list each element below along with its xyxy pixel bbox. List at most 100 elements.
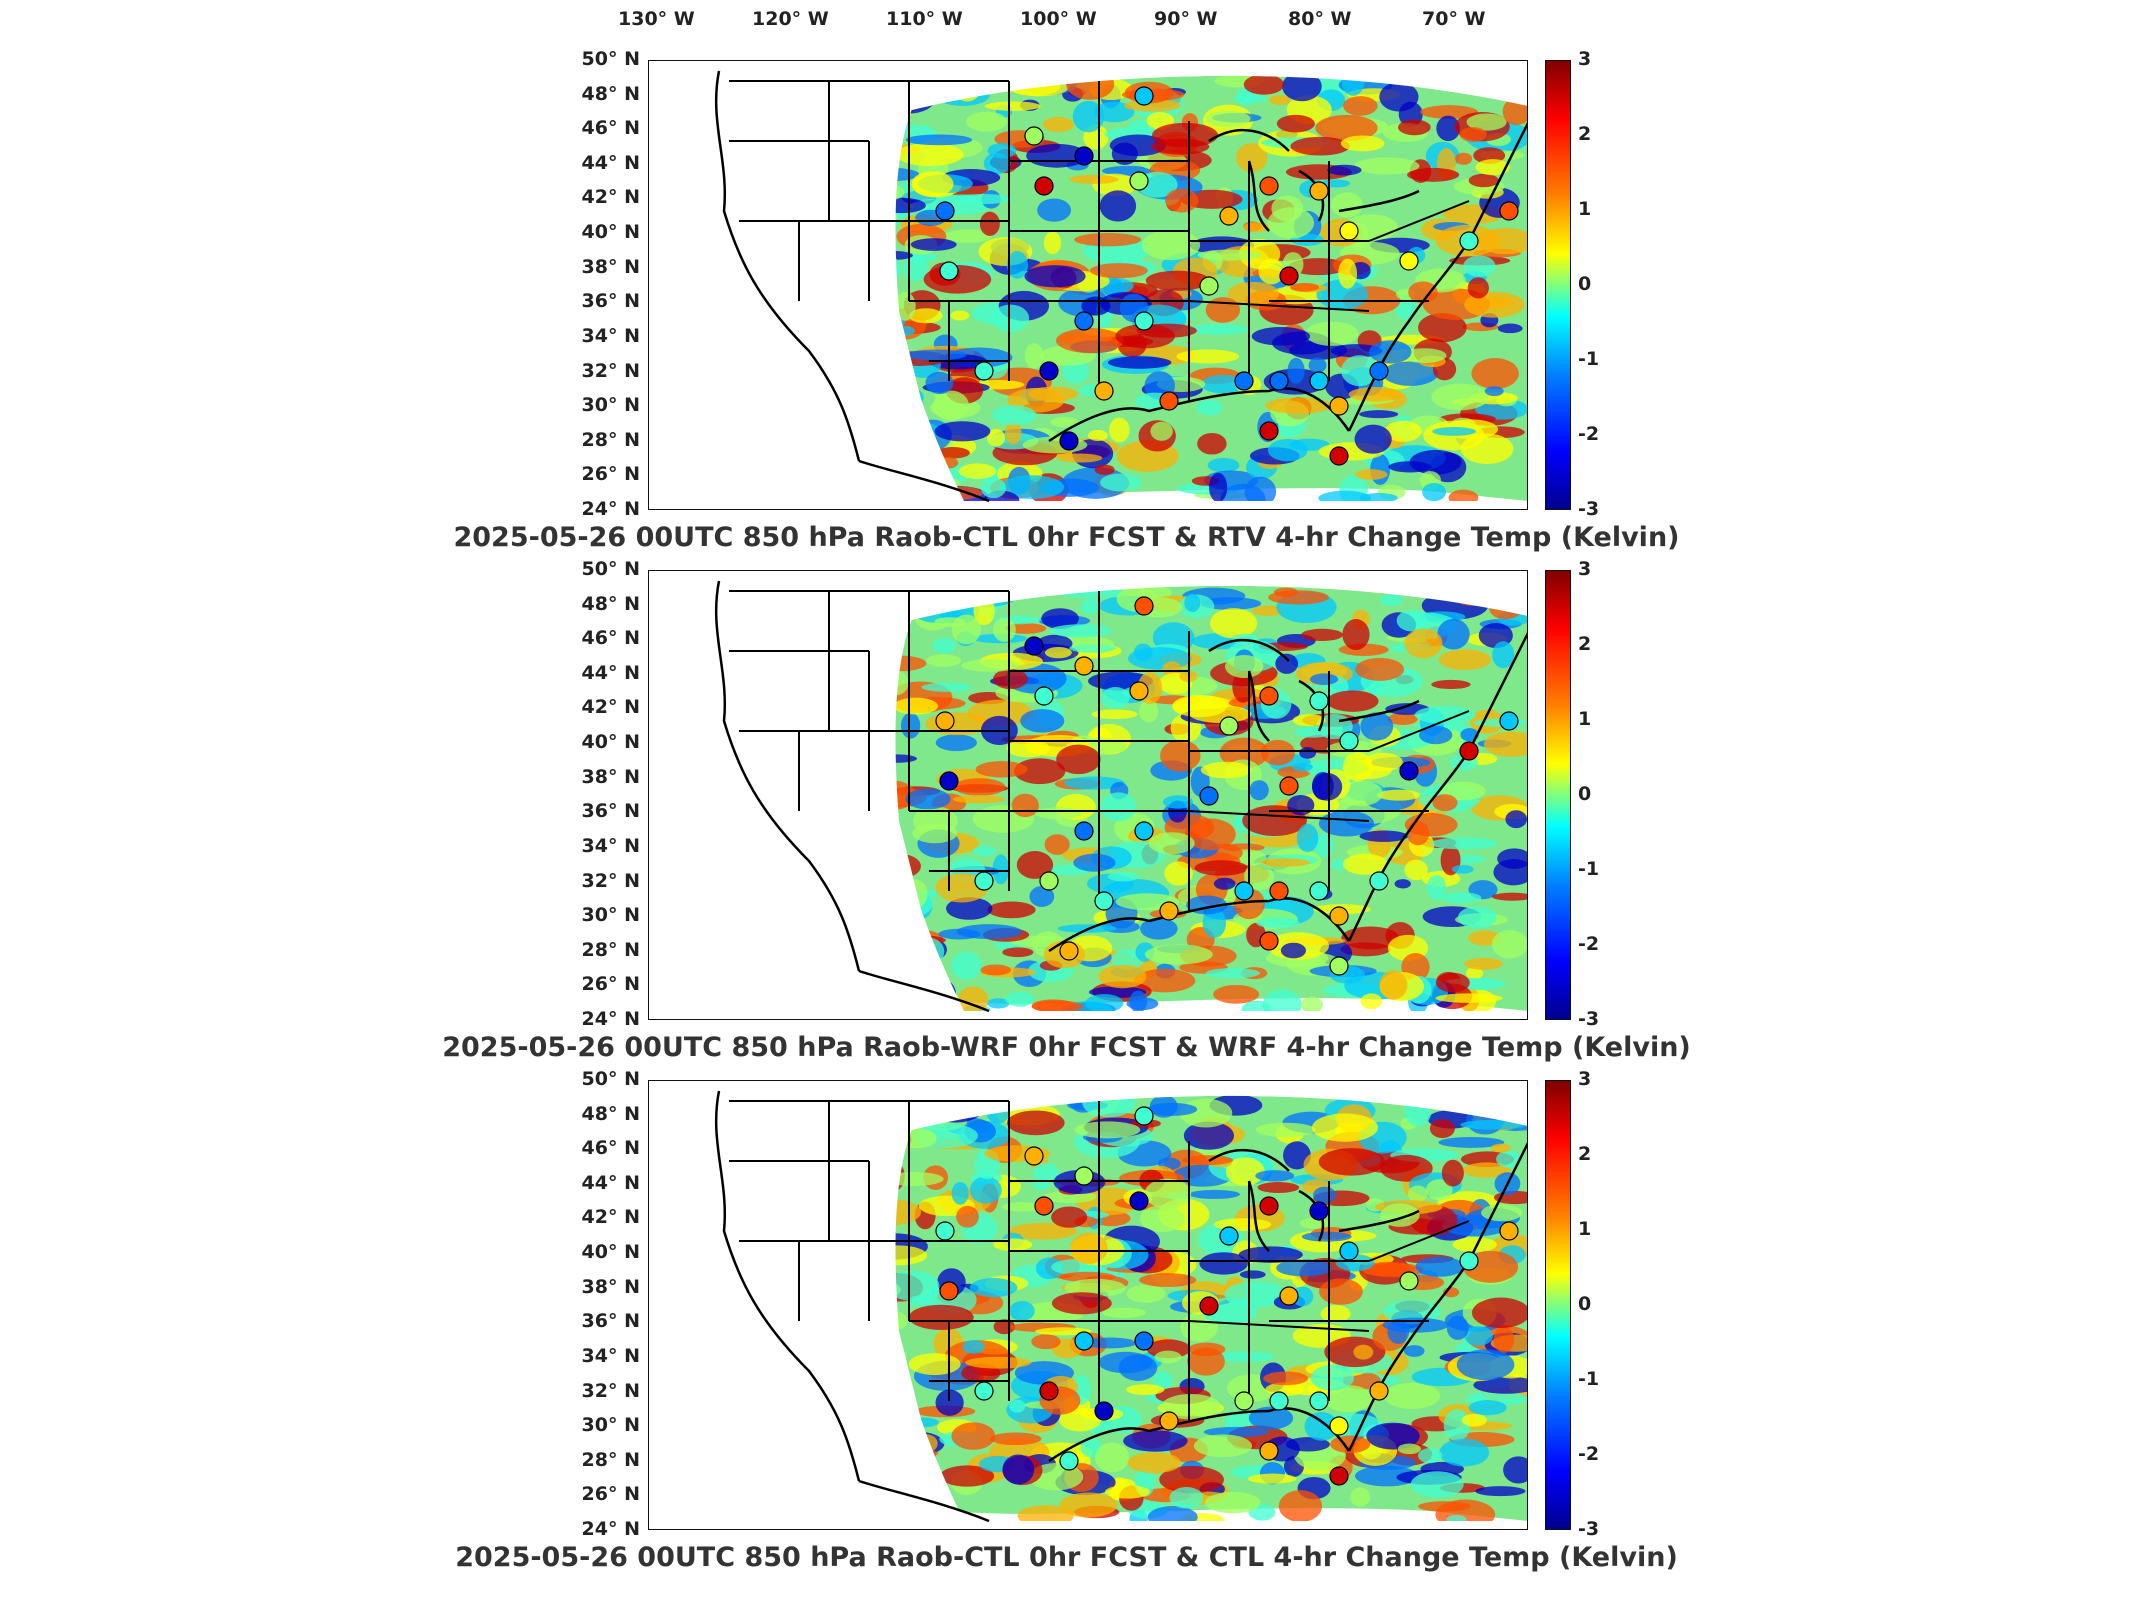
- temperature-field-blob: [1257, 1182, 1300, 1193]
- colorbar-tick: 2: [1578, 1143, 1592, 1165]
- temperature-field-blob: [1126, 1384, 1165, 1396]
- raob-station-marker: [974, 1381, 994, 1401]
- temperature-field-blob: [1397, 1443, 1421, 1455]
- raob-station-marker: [1259, 1441, 1279, 1461]
- temperature-field-blob: [1318, 1148, 1385, 1176]
- temperature-field-blob: [1491, 930, 1527, 959]
- temperature-field-blob: [1074, 233, 1142, 247]
- temperature-field-blob: [1465, 966, 1484, 980]
- temperature-field-blob: [1503, 1456, 1527, 1484]
- temperature-field-blob: [1309, 673, 1339, 685]
- temperature-field-blob: [969, 1278, 1018, 1298]
- temperature-field-blob: [1366, 1422, 1420, 1450]
- temperature-field-blob: [1035, 1327, 1092, 1336]
- temperature-field-blob: [1278, 1490, 1323, 1523]
- raob-station-marker: [1074, 1166, 1094, 1186]
- raob-station-marker: [1399, 251, 1419, 271]
- temperature-field-blob: [1133, 643, 1153, 662]
- temperature-field-blob: [1260, 739, 1296, 766]
- raob-station-marker: [1339, 221, 1359, 241]
- temperature-field-blob: [1342, 853, 1389, 875]
- temperature-field-blob: [1446, 1315, 1469, 1340]
- temperature-field-blob: [1311, 1113, 1378, 1142]
- colorbar-tick: -3: [1578, 1008, 1600, 1030]
- temperature-field-blob: [1219, 737, 1269, 769]
- map-canvas: [649, 61, 1527, 509]
- temperature-field-blob: [1006, 250, 1029, 279]
- temperature-field-blob: [1184, 593, 1201, 613]
- lat-label: 50° N: [581, 1068, 640, 1090]
- temperature-field-blob: [1422, 482, 1447, 502]
- raob-station-marker: [1399, 1271, 1419, 1291]
- panel-title: 2025-05-26 00UTC 850 hPa Raob-CTL 0hr FC…: [455, 1542, 1678, 1573]
- lat-label: 30° N: [581, 394, 640, 417]
- raob-station-marker: [1074, 1331, 1094, 1351]
- raob-station-marker: [1159, 1411, 1179, 1431]
- lat-label: 28° N: [581, 1448, 640, 1471]
- temperature-field-blob: [1461, 1413, 1487, 1427]
- temperature-field-blob: [1009, 1399, 1026, 1413]
- temperature-field-blob: [1074, 1121, 1141, 1139]
- temperature-field-blob: [1162, 795, 1194, 809]
- temperature-field-blob: [1104, 1485, 1150, 1499]
- raob-station-marker: [1024, 1146, 1044, 1166]
- temperature-field-blob: [1134, 968, 1196, 993]
- temperature-field-blob: [1260, 858, 1311, 867]
- raob-station-marker: [1329, 906, 1349, 926]
- great-lakes-outline: [1208, 128, 1420, 232]
- temperature-field-blob: [1205, 297, 1241, 323]
- temperature-field-blob: [1199, 1252, 1248, 1275]
- lon-label: 90° W: [1154, 8, 1218, 30]
- temperature-field-blob: [1205, 1491, 1261, 1514]
- temperature-field-blob: [940, 1465, 995, 1487]
- temperature-field-blob: [895, 142, 964, 167]
- temperature-field-blob: [1426, 874, 1446, 901]
- temperature-field-blob: [991, 304, 1030, 333]
- raob-station-marker: [1039, 361, 1059, 381]
- temperature-field-blob: [945, 897, 993, 920]
- temperature-field-blob: [1383, 1382, 1441, 1409]
- temperature-field-blob: [943, 229, 993, 243]
- temperature-field-blob: [1419, 725, 1453, 745]
- raob-station-marker: [1234, 1391, 1254, 1411]
- temperature-field-blob: [1164, 861, 1193, 886]
- raob-station-marker: [1309, 881, 1329, 901]
- lon-label: 70° W: [1422, 8, 1486, 30]
- temperature-field-blob: [1263, 1371, 1309, 1386]
- colorbar-tick: -2: [1578, 1443, 1600, 1465]
- temperature-field-blob: [1292, 714, 1326, 727]
- raob-station-marker: [1309, 691, 1329, 711]
- temperature-field-blob: [1369, 340, 1412, 364]
- temperature-field-blob: [980, 477, 1007, 499]
- temperature-field-blob: [1468, 1400, 1507, 1416]
- temperature-field-blob: [1439, 1438, 1490, 1467]
- temperature-field-blob: [1111, 949, 1144, 970]
- lat-label: 34° N: [581, 1344, 640, 1367]
- temperature-field-blob: [1147, 1102, 1198, 1116]
- temperature-field-blob: [1456, 1349, 1515, 1381]
- temperature-field-blob: [1432, 794, 1458, 812]
- temperature-field-blob: [1107, 356, 1172, 369]
- temperature-field-blob: [1089, 263, 1148, 279]
- lat-label: 26° N: [581, 463, 640, 486]
- temperature-field-blob: [1139, 1273, 1197, 1288]
- temperature-field-blob: [1063, 776, 1125, 790]
- temperature-field-blob: [1387, 1318, 1410, 1344]
- lon-label: 120° W: [752, 8, 829, 30]
- temperature-field-blob: [1267, 438, 1308, 462]
- temperature-field-blob: [1236, 143, 1268, 173]
- raob-station-marker: [1074, 656, 1094, 676]
- raob-station-marker: [1259, 176, 1279, 196]
- temperature-field-blob: [1197, 249, 1263, 261]
- temperature-field-blob: [1051, 1292, 1112, 1315]
- temperature-field-blob: [973, 845, 997, 857]
- temperature-field-blob: [1360, 993, 1383, 1010]
- temperature-field-blob: [1265, 397, 1332, 414]
- temperature-field-blob: [1182, 1155, 1234, 1166]
- lon-label: 110° W: [886, 8, 963, 30]
- temperature-field-blob: [909, 308, 943, 324]
- temperature-field-blob: [1095, 1442, 1130, 1473]
- temperature-field-blob: [1100, 792, 1137, 822]
- raob-station-marker: [1129, 1191, 1149, 1211]
- lat-label: 36° N: [581, 800, 640, 823]
